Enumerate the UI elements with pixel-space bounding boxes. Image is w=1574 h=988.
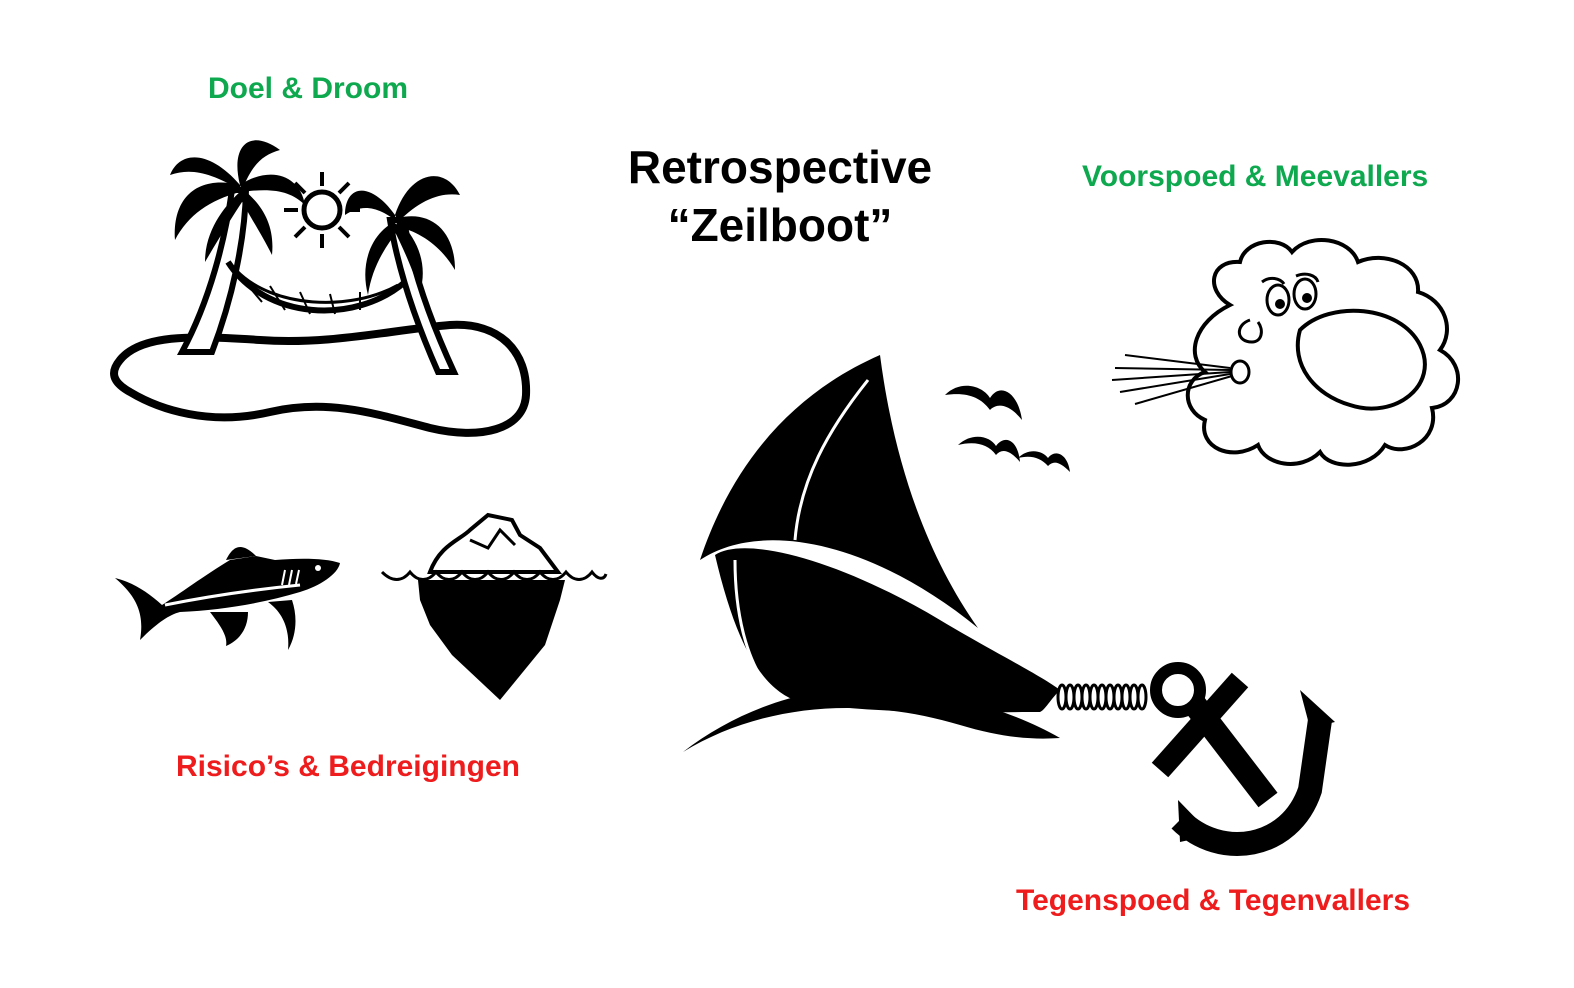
label-risks-threats: Risico’s & Bedreigingen [176,750,520,783]
label-adversity: Tegenspoed & Tegenvallers [1016,884,1410,917]
title-line-2: “Zeilboot” [667,199,893,251]
title-line-1: Retrospective [627,141,933,193]
label-goal-dream: Doel & Droom [208,72,409,105]
label-prosperity: Voorspoed & Meevallers [1082,160,1429,193]
diagram-title: Retrospective “Zeilboot” [560,138,1000,254]
